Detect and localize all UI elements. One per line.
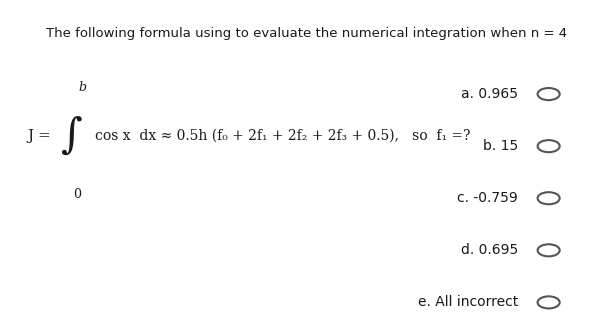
Text: J =: J = [28,129,56,143]
Text: cos x  dx ≈ 0.5h (f₀ + 2f₁ + 2f₂ + 2f₃ + 0.5),   so  f₁ =?: cos x dx ≈ 0.5h (f₀ + 2f₁ + 2f₂ + 2f₃ + … [95,129,471,143]
Text: 0: 0 [72,188,81,201]
Text: a. 0.965: a. 0.965 [461,87,518,101]
Text: e. All incorrect: e. All incorrect [417,295,518,309]
Text: b: b [78,81,87,94]
Text: c. -0.759: c. -0.759 [457,191,518,205]
Text: d. 0.695: d. 0.695 [461,243,518,257]
Text: ∫: ∫ [59,115,82,157]
Text: b. 15: b. 15 [482,139,518,153]
Text: The following formula using to evaluate the numerical integration when n = 4: The following formula using to evaluate … [46,27,567,40]
